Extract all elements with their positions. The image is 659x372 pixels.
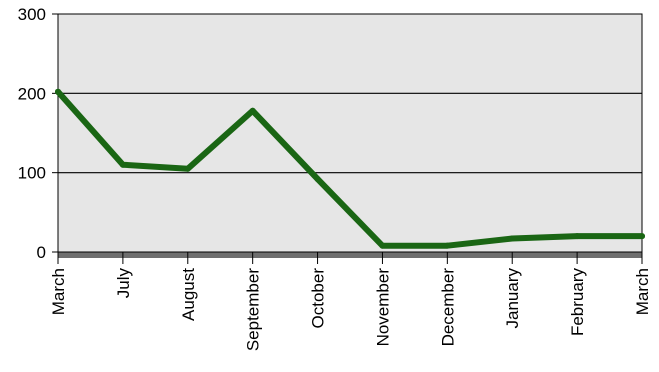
data-points <box>55 88 645 249</box>
y-tick-label: 200 <box>18 84 46 103</box>
data-point <box>509 235 516 242</box>
x-tick-label: December <box>438 268 457 347</box>
plot-floor <box>58 252 642 258</box>
x-tick-label: October <box>309 268 328 329</box>
x-axis: March July August September October November D… <box>49 252 652 351</box>
x-tick-label: March <box>633 268 652 315</box>
data-point <box>444 242 451 249</box>
data-point <box>119 161 126 168</box>
data-point <box>379 242 386 249</box>
x-tick-label: August <box>179 268 198 321</box>
data-point <box>184 165 191 172</box>
x-tick-label: July <box>114 268 133 299</box>
data-point <box>314 176 321 183</box>
data-point <box>639 233 645 240</box>
x-tick-label: March <box>49 268 68 315</box>
series-line <box>55 88 645 249</box>
x-tick-label: November <box>373 268 392 347</box>
x-tick-label: February <box>568 268 587 337</box>
x-tick-label: January <box>503 268 522 329</box>
y-axis: 0 100 200 300 <box>18 5 58 262</box>
gridlines <box>58 92 642 174</box>
y-tick-label: 0 <box>37 243 46 262</box>
x-tick-label: September <box>244 268 263 351</box>
plot-frame <box>57 13 643 253</box>
data-point <box>574 233 581 240</box>
data-point <box>55 88 61 95</box>
y-tick-label: 300 <box>18 5 46 24</box>
y-tick-label: 100 <box>18 164 46 183</box>
data-point <box>249 107 256 114</box>
